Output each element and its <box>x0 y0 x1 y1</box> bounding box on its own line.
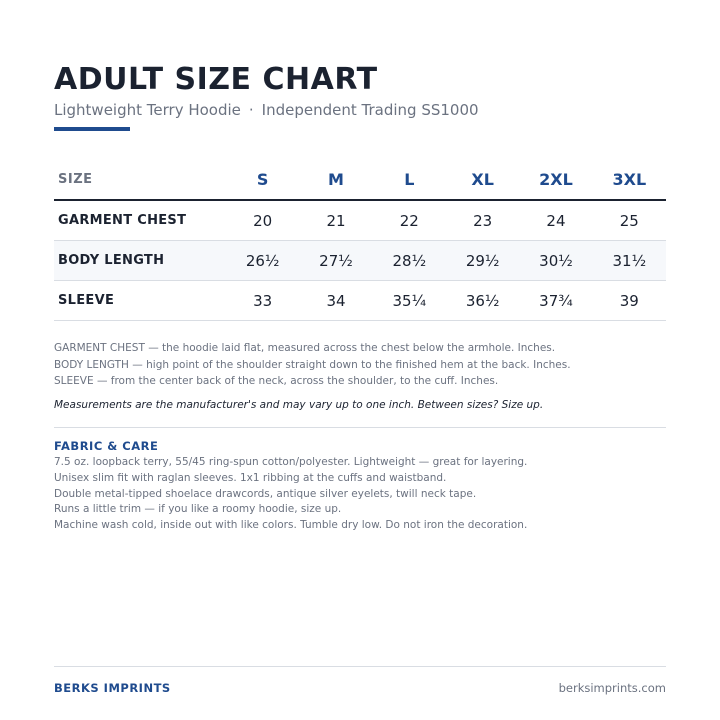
table-cell: 34 <box>299 280 373 321</box>
table-cell: 27½ <box>299 240 373 281</box>
page-subtitle: Lightweight Terry Hoodie · Independent Tra… <box>54 100 479 120</box>
table-row-sleeve: SLEEVE 33 34 35¼ 36½ 37¾ 39 <box>54 280 666 321</box>
measurement-notes: GARMENT CHEST — the hoodie laid flat, me… <box>54 340 666 390</box>
care-line: Unisex slim fit with raglan sleeves. 1x1… <box>54 471 447 484</box>
size-table: SIZE S M L XL 2XL 3XL GARMENT CHEST 20 2… <box>54 159 666 321</box>
table-cell: 37¾ <box>519 280 593 321</box>
size-header-row: SIZE S M L XL 2XL 3XL <box>54 159 666 201</box>
table-cell: 36½ <box>445 280 520 321</box>
note-garment-chest: GARMENT CHEST — the hoodie laid flat, me… <box>54 342 556 354</box>
table-cell: 28½ <box>372 240 446 281</box>
table-cell: 20 <box>226 200 300 241</box>
care-line: Runs a little trim — if you like a roomy… <box>54 503 342 516</box>
table-cell: 21 <box>299 200 373 241</box>
size-header-s: S <box>226 159 300 201</box>
footer-website: berksimprints.com <box>558 681 666 695</box>
note-sleeve: SLEEVE — from the center back of the nec… <box>54 375 499 387</box>
footer-brand: BERKS IMPRINTS <box>54 681 171 695</box>
size-chart-page: ADULT SIZE CHART Lightweight Terry Hoodi… <box>54 0 666 720</box>
measurement-disclaimer: Measurements are the manufacturer's and … <box>54 399 544 411</box>
size-header-2xl: 2XL <box>519 159 593 201</box>
footer-divider <box>54 666 666 667</box>
table-cell: 26½ <box>226 240 300 281</box>
section-divider <box>54 427 666 428</box>
page-title: ADULT SIZE CHART <box>54 62 378 97</box>
size-column-header: SIZE <box>54 159 226 201</box>
table-cell: 29½ <box>445 240 520 281</box>
note-body-length: BODY LENGTH — high point of the shoulder… <box>54 358 571 371</box>
care-line: Double metal-tipped shoelace drawcords, … <box>54 487 477 500</box>
row-label: BODY LENGTH <box>54 240 226 281</box>
table-cell: 39 <box>592 280 666 321</box>
table-cell: 24 <box>519 200 593 241</box>
row-label: GARMENT CHEST <box>54 200 226 241</box>
product-name: Lightweight Terry Hoodie <box>54 101 241 119</box>
table-cell: 22 <box>372 200 446 241</box>
row-label: SLEEVE <box>54 280 226 321</box>
fabric-care-heading: FABRIC & CARE <box>54 439 159 453</box>
size-header-3xl: 3XL <box>592 159 666 201</box>
table-cell: 35¼ <box>372 280 446 321</box>
table-row-garment-chest: GARMENT CHEST 20 21 22 23 24 25 <box>54 200 666 241</box>
title-accent-bar <box>54 127 130 131</box>
brand-model: Independent Trading SS1000 <box>261 101 479 119</box>
subtitle-separator: · <box>248 101 254 119</box>
care-line: Machine wash cold, inside out with like … <box>54 519 528 532</box>
fabric-care-list: 7.5 oz. loopback terry, 55/45 ring-spun … <box>54 455 527 534</box>
size-header-l: L <box>372 159 446 201</box>
size-header-xl: XL <box>445 159 520 201</box>
care-line: 7.5 oz. loopback terry, 55/45 ring-spun … <box>54 456 528 468</box>
table-row-body-length: BODY LENGTH 26½ 27½ 28½ 29½ 30½ 31½ <box>54 240 666 281</box>
table-cell: 25 <box>592 200 666 241</box>
table-cell: 23 <box>445 200 520 241</box>
table-cell: 33 <box>226 280 300 321</box>
size-header-m: M <box>299 159 373 201</box>
table-cell: 30½ <box>519 240 593 281</box>
table-cell: 31½ <box>592 240 666 281</box>
